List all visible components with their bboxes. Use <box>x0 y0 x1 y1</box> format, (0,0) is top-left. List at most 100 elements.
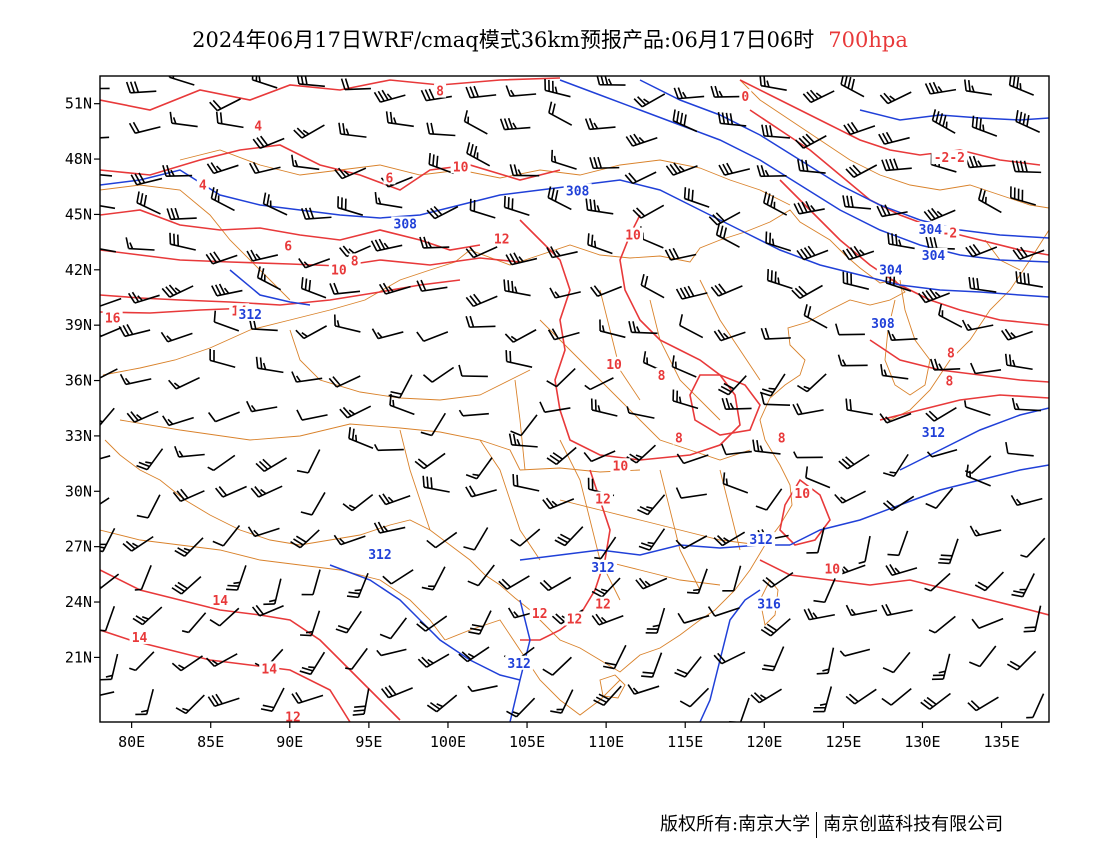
temperature-contour-label: 12 <box>532 607 548 622</box>
wind-barb <box>296 76 325 88</box>
wind-barb <box>212 524 241 547</box>
contour-label-mask <box>672 430 685 445</box>
wind-barb <box>542 497 575 510</box>
wind-barb <box>174 537 204 557</box>
temperature-contour-label: 8 <box>945 374 953 389</box>
copyright-footer: 版权所有:南京大学 南京创蓝科技有限公司 <box>660 810 1003 838</box>
wind-barb <box>252 135 285 149</box>
wind-barb <box>938 538 959 565</box>
lat-tick-label: 27N <box>65 538 92 556</box>
wind-barb <box>759 373 786 397</box>
wind-barb <box>591 577 621 598</box>
wind-barb <box>426 694 458 713</box>
wind-barb <box>426 531 458 549</box>
wind-barb <box>348 427 374 449</box>
temperature-contour-label: 0 <box>741 90 749 105</box>
wind-barb <box>964 455 992 475</box>
wind-barb <box>548 101 573 126</box>
wind-barb <box>969 525 1002 537</box>
wind-barb <box>299 651 326 676</box>
wind-barb <box>118 324 151 338</box>
wind-barb <box>100 136 110 139</box>
contour-label-mask <box>592 596 613 611</box>
wind-barb <box>931 653 951 681</box>
wind-barb <box>720 443 752 456</box>
mongolia-border <box>179 149 791 206</box>
wind-barb <box>710 85 741 98</box>
wind-barb <box>965 464 991 487</box>
wind-barb <box>879 91 912 105</box>
wind-barb <box>300 207 332 220</box>
wind-barb <box>628 321 658 335</box>
contour-label-mask <box>529 605 550 620</box>
wind-barb <box>334 167 367 180</box>
wind-barb <box>504 329 537 343</box>
lat-tick-label: 30N <box>65 482 92 500</box>
wind-barb <box>599 319 626 339</box>
height-contour-label: 312 <box>507 657 530 672</box>
wind-barb <box>378 493 411 506</box>
wind-barb <box>1026 693 1045 719</box>
wind-barb <box>547 186 572 211</box>
wind-barb <box>100 455 111 460</box>
wind-barb <box>251 604 284 617</box>
wind-barb <box>136 494 161 519</box>
height-contour-label: 304 <box>919 223 943 238</box>
wind-barb <box>162 415 194 427</box>
wind-barb <box>249 161 281 175</box>
temperature-contour-label: 14 <box>132 631 148 646</box>
wind-barb <box>469 198 496 219</box>
wind-barb <box>766 269 793 290</box>
wind-barb <box>715 223 740 248</box>
wind-barb <box>378 282 411 295</box>
contour-label-mask <box>564 611 585 626</box>
height-contour-label: 312 <box>922 426 945 441</box>
latitude-axis: 51N 48N 45N 42N 39N 36N 33N 30N 27N 24N 21N <box>65 95 100 666</box>
wind-barb <box>209 607 240 627</box>
height-contour-label: 308 <box>566 184 590 199</box>
wind-barb <box>675 487 707 499</box>
wind-barb <box>760 327 791 340</box>
contour-label-mask <box>505 655 534 670</box>
wind-barb <box>463 110 488 135</box>
wind-barb <box>422 366 455 383</box>
wind-barb <box>547 328 580 341</box>
temperature-contour-label: 8 <box>675 432 683 447</box>
wind-barb <box>463 527 489 551</box>
wind-barb <box>100 691 115 697</box>
lat-tick-label: 48N <box>65 150 92 168</box>
wind-barb <box>549 287 581 299</box>
wind-barb <box>594 536 617 560</box>
wind-barb <box>512 473 540 492</box>
wind-barb <box>641 652 663 678</box>
contour-label-mask <box>868 316 897 331</box>
wind-barb <box>930 358 961 371</box>
wind-barb <box>100 174 113 177</box>
wind-barb <box>207 411 240 423</box>
lon-tick-label: 110E <box>588 733 624 751</box>
wind-barb <box>100 653 119 681</box>
contour-label-mask <box>623 227 644 242</box>
contour-label-mask <box>916 222 945 237</box>
height-contour-label: 312 <box>591 561 614 576</box>
wind-barb <box>603 644 627 670</box>
height-contour-label: 312 <box>239 308 262 323</box>
wind-barb <box>207 454 236 472</box>
contour-label-mask <box>931 150 968 165</box>
wind-barb <box>879 412 912 424</box>
wind-barb <box>465 485 497 498</box>
wind-barb <box>126 410 159 423</box>
contour-label-mask <box>563 183 592 198</box>
temperature-contour-label: 16 <box>105 312 121 327</box>
wind-barb <box>166 207 197 221</box>
wind-barb <box>938 303 963 328</box>
wind-barb <box>382 569 414 585</box>
wind-barb <box>637 494 666 516</box>
wind-barb <box>467 685 498 693</box>
wind-barb <box>263 578 282 606</box>
wind-barb <box>965 243 998 258</box>
wind-barb <box>100 248 116 253</box>
wind-barb <box>584 118 616 131</box>
wind-barb <box>678 314 704 339</box>
wind-barb <box>710 283 743 297</box>
